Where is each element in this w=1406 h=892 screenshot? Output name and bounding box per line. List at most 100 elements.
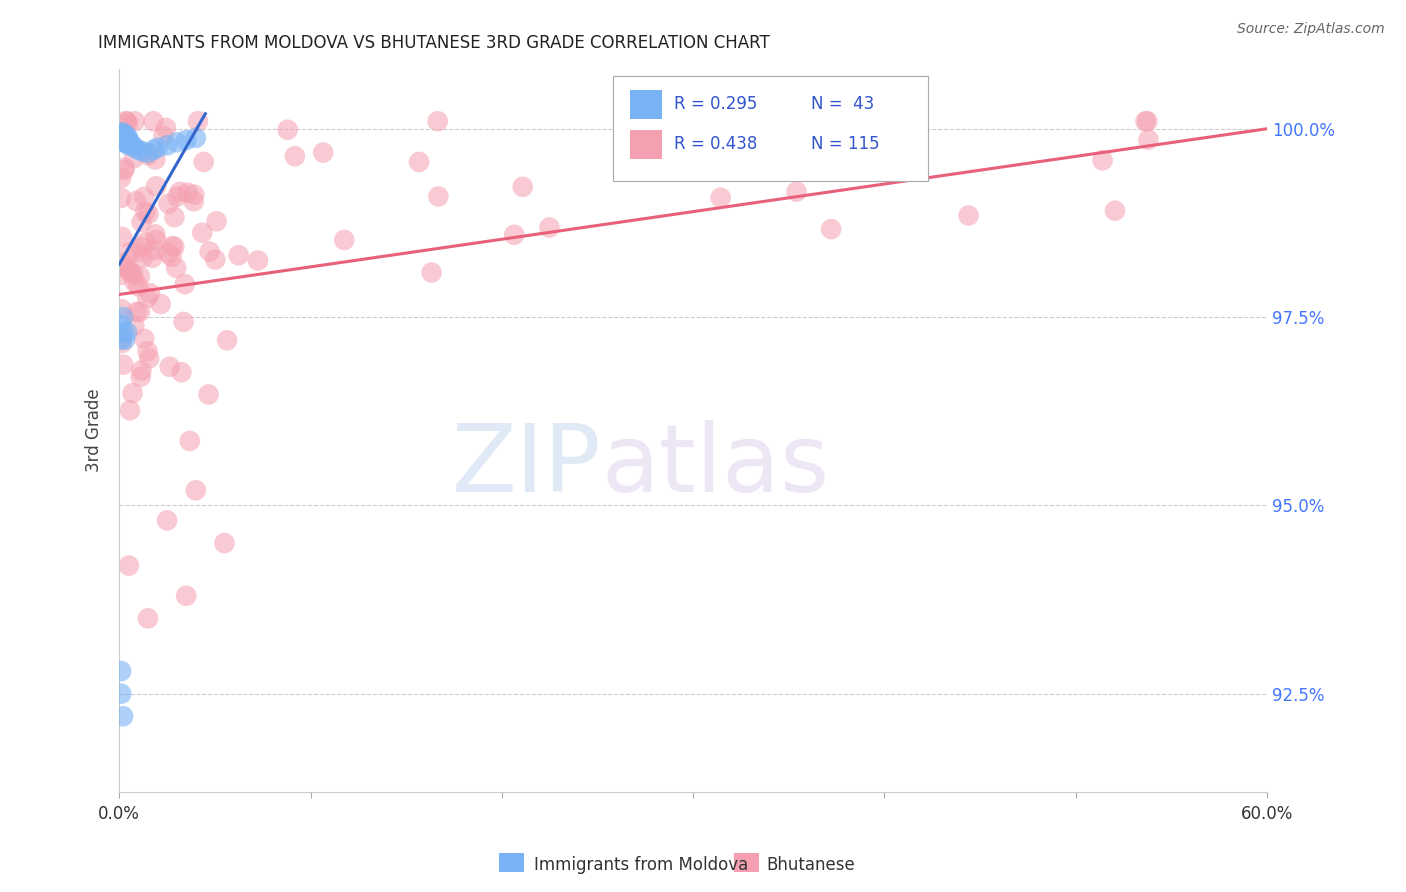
Point [204, 252, 226, 267]
Point [121, 138, 143, 153]
Point [173, 277, 195, 292]
Point [849, 130, 872, 145]
Point [124, 140, 146, 154]
Point [122, 318, 145, 333]
Point [110, 126, 132, 140]
Text: IMMIGRANTS FROM MOLDOVA VS BHUTANESE 3RD GRADE CORRELATION CHART: IMMIGRANTS FROM MOLDOVA VS BHUTANESE 3RD… [98, 34, 770, 52]
Point [110, 170, 132, 185]
Point [163, 240, 186, 254]
Point [191, 226, 214, 240]
Point [166, 189, 188, 203]
Point [174, 589, 197, 603]
Point [420, 266, 443, 280]
Point [1137, 133, 1160, 147]
Point [112, 131, 135, 145]
Point [138, 351, 160, 366]
Text: N = 115: N = 115 [811, 136, 880, 153]
Point [132, 190, 155, 204]
Point [112, 310, 135, 324]
Point [112, 358, 135, 372]
Point [114, 129, 136, 144]
Text: atlas: atlas [602, 420, 830, 512]
Point [118, 136, 141, 150]
Point [114, 128, 136, 142]
Point [136, 291, 159, 305]
Point [120, 136, 142, 151]
Point [141, 251, 163, 265]
Point [173, 315, 195, 329]
Point [117, 116, 139, 130]
Point [110, 318, 132, 332]
Point [149, 297, 172, 311]
Point [333, 233, 356, 247]
Point [214, 536, 236, 550]
Point [112, 129, 135, 144]
Y-axis label: 3rd Grade: 3rd Grade [86, 388, 103, 472]
Point [115, 114, 138, 128]
Point [115, 325, 138, 339]
Point [503, 227, 526, 242]
Point [112, 128, 135, 142]
Point [114, 131, 136, 145]
Point [118, 136, 141, 150]
Point [157, 196, 180, 211]
Point [110, 268, 132, 282]
Point [111, 336, 134, 351]
Point [112, 709, 135, 723]
FancyBboxPatch shape [613, 76, 928, 180]
Point [179, 434, 201, 448]
Point [160, 250, 183, 264]
Point [187, 114, 209, 128]
Point [145, 179, 167, 194]
Point [176, 186, 198, 200]
Point [114, 133, 136, 147]
Point [110, 133, 132, 147]
Point [156, 138, 179, 153]
Point [110, 134, 132, 148]
Point [120, 265, 142, 279]
Point [142, 114, 165, 128]
Point [110, 129, 132, 144]
Point [114, 131, 136, 145]
Point [131, 145, 153, 159]
Point [162, 239, 184, 253]
Point [136, 344, 159, 359]
Point [110, 687, 132, 701]
Point [118, 132, 141, 146]
Point [114, 136, 136, 150]
Bar [630, 90, 662, 120]
Point [957, 209, 980, 223]
Point [217, 333, 239, 347]
Point [198, 244, 221, 259]
Point [131, 215, 153, 229]
Point [426, 114, 449, 128]
Point [145, 153, 167, 167]
Point [112, 325, 135, 339]
Point [143, 243, 166, 257]
Bar [630, 130, 662, 159]
Point [157, 246, 180, 260]
Point [115, 133, 138, 147]
Point [122, 267, 145, 281]
Point [118, 138, 141, 153]
Point [112, 256, 135, 270]
Point [142, 143, 165, 157]
Point [427, 189, 450, 203]
Point [277, 122, 299, 136]
Point [118, 558, 141, 573]
Point [125, 305, 148, 319]
Point [193, 155, 215, 169]
Point [1136, 114, 1159, 128]
Point [152, 128, 174, 143]
Point [183, 187, 205, 202]
Point [169, 185, 191, 199]
Point [136, 148, 159, 162]
Point [197, 387, 219, 401]
Text: R = 0.295: R = 0.295 [673, 95, 756, 113]
Point [136, 611, 159, 625]
Point [110, 191, 132, 205]
Point [132, 251, 155, 265]
Point [155, 120, 177, 135]
Point [184, 131, 207, 145]
Point [124, 114, 146, 128]
